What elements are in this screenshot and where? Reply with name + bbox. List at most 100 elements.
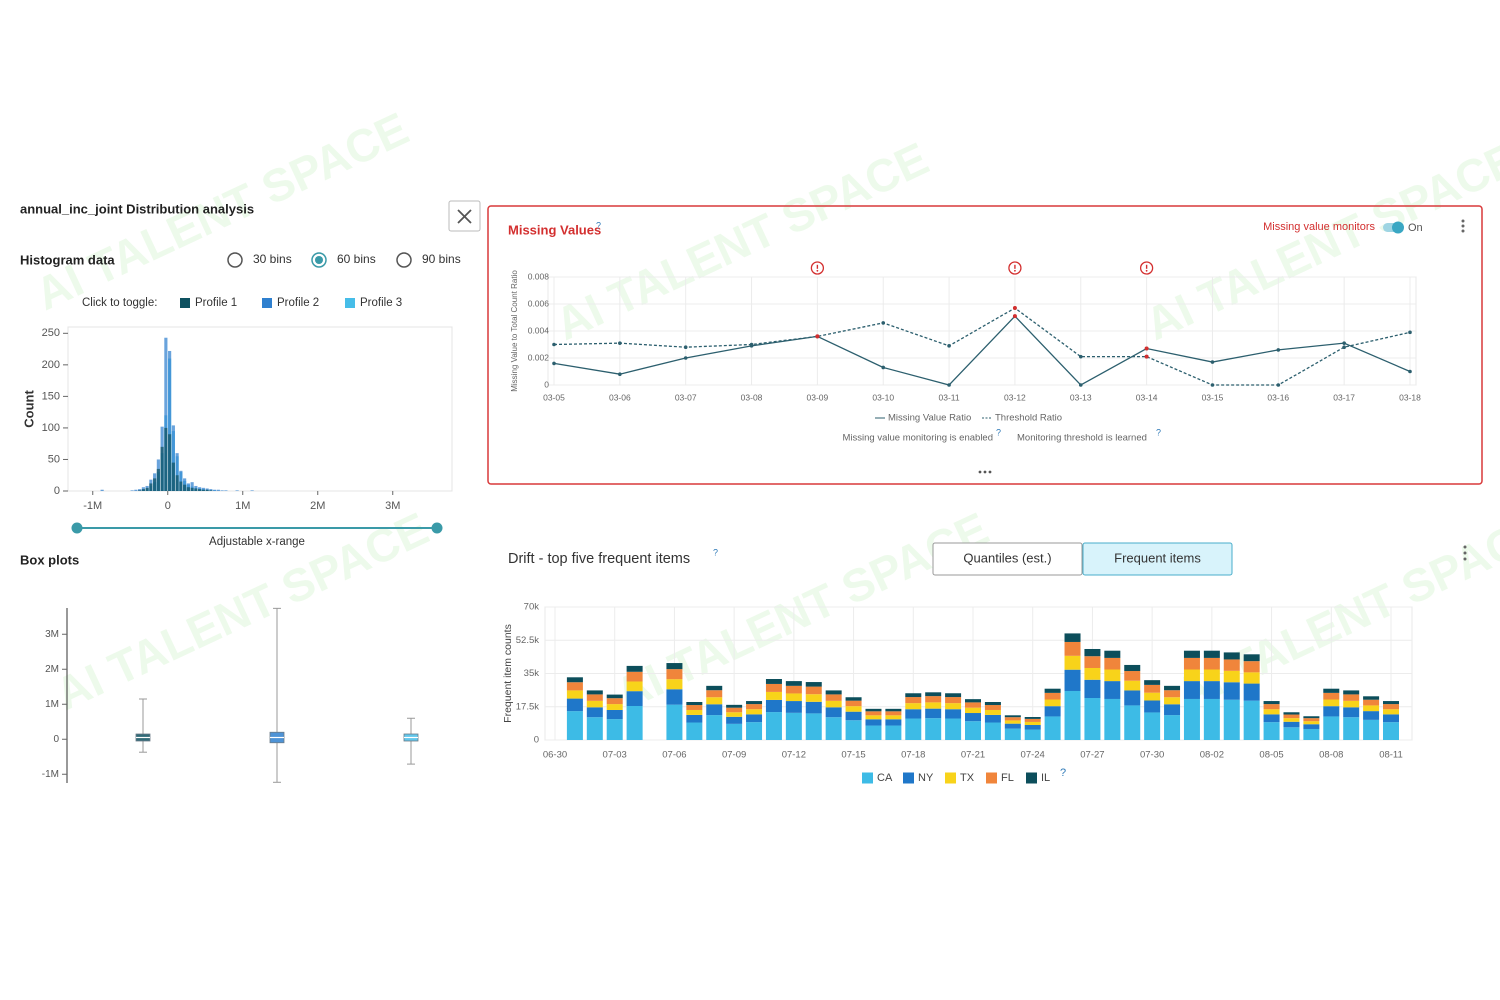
tab-button[interactable] <box>932 542 1083 576</box>
bar-segment <box>1044 692 1061 700</box>
radio-button[interactable] <box>396 252 412 268</box>
bar-segment <box>1084 667 1101 680</box>
menu-dot[interactable] <box>1461 229 1465 233</box>
bar-segment <box>726 707 743 713</box>
bar-segment <box>1004 723 1021 729</box>
bar-segment <box>746 709 763 715</box>
legend-label[interactable]: FL <box>1001 772 1014 784</box>
range-handle[interactable] <box>71 522 83 534</box>
legend-label[interactable]: Profile 3 <box>360 297 402 309</box>
legend-label[interactable]: IL <box>1041 772 1050 784</box>
y-tick-label: 0 <box>54 485 60 497</box>
help-icon[interactable]: ? <box>996 427 1001 437</box>
bar-segment <box>1383 722 1399 740</box>
expand-dot[interactable] <box>978 470 982 474</box>
x-tick-label: 03-12 <box>1004 392 1026 402</box>
bar-segment <box>1084 656 1101 668</box>
tab-label[interactable]: Quantiles (est.) <box>963 550 1051 565</box>
bar-segment <box>666 679 683 690</box>
bar-segment <box>1044 706 1061 717</box>
y-tick-label: 70k <box>524 602 540 613</box>
radio-label[interactable]: 30 bins <box>253 252 292 266</box>
bar-segment <box>1183 681 1200 699</box>
expand-dot[interactable] <box>988 470 992 474</box>
bar-segment <box>706 685 723 691</box>
y-tick-label: 150 <box>42 390 60 402</box>
legend-label[interactable]: NY <box>918 772 934 784</box>
radio-dot[interactable] <box>315 256 323 264</box>
x-tick-label: 07-30 <box>1140 750 1164 761</box>
bar-segment <box>1144 692 1161 701</box>
histogram-bar <box>220 490 224 491</box>
menu-dot[interactable] <box>1463 551 1467 555</box>
histogram-bar <box>164 337 168 491</box>
line-point <box>1342 345 1346 350</box>
bar-segment <box>805 701 822 714</box>
menu-dot[interactable] <box>1461 219 1465 223</box>
legend-label[interactable]: TX <box>960 772 975 784</box>
x-tick-label: 03-05 <box>543 392 565 402</box>
bar-segment <box>1024 718 1041 722</box>
x-tick-label: 03-09 <box>807 392 829 402</box>
bar-segment <box>1303 716 1320 719</box>
legend-swatch[interactable] <box>903 772 914 784</box>
x-tick-label: 07-21 <box>961 750 985 761</box>
menu-dot[interactable] <box>1463 557 1467 561</box>
tab-button[interactable] <box>1082 542 1233 576</box>
x-tick-label: 06-30 <box>543 750 567 761</box>
legend-swatch[interactable] <box>986 772 997 784</box>
help-icon[interactable]: ? <box>1156 427 1161 437</box>
radio-label[interactable]: 90 bins <box>422 252 461 266</box>
radio-button[interactable] <box>227 252 243 268</box>
bar-segment <box>686 714 703 723</box>
bar-segment <box>1183 669 1200 682</box>
x-tick-label: 08-08 <box>1319 750 1343 761</box>
help-icon[interactable]: ? <box>1060 767 1066 779</box>
bar-segment <box>1243 654 1260 662</box>
x-tick-label: 03-17 <box>1333 392 1355 402</box>
legend-swatch[interactable] <box>945 772 956 784</box>
help-icon[interactable]: ? <box>713 547 718 557</box>
bar-segment <box>885 715 902 720</box>
legend-label[interactable]: Profile 2 <box>277 297 319 309</box>
legend-swatch[interactable] <box>862 772 873 784</box>
x-tick-label: 03-06 <box>609 392 631 402</box>
bar-segment <box>1383 701 1399 705</box>
legend-label[interactable]: CA <box>877 772 893 784</box>
close-button[interactable] <box>448 200 481 232</box>
bar-segment <box>1343 707 1360 718</box>
legend-swatch[interactable] <box>180 298 190 308</box>
bar-segment <box>1164 690 1181 698</box>
anomaly-point <box>815 334 820 339</box>
help-icon[interactable]: ? <box>596 220 601 230</box>
x-tick-label: 0 <box>165 500 171 512</box>
bar-segment <box>785 681 802 686</box>
legend-swatch[interactable] <box>345 298 355 308</box>
plot-area <box>67 326 453 492</box>
menu-dot[interactable] <box>1463 545 1467 549</box>
range-handle[interactable] <box>431 522 443 534</box>
bar-segment <box>1183 698 1200 740</box>
close-icon[interactable] <box>457 209 472 224</box>
line-point <box>683 345 688 350</box>
x-tick-label: 07-15 <box>841 750 865 761</box>
line-point <box>1276 383 1281 387</box>
bar-segment <box>1363 705 1380 712</box>
x-tick-label: 08-02 <box>1200 750 1224 761</box>
legend-label[interactable]: Profile 1 <box>195 297 237 309</box>
histogram-bar <box>134 489 138 491</box>
legend-swatch[interactable] <box>262 298 272 308</box>
menu-dot[interactable] <box>1461 224 1465 228</box>
radio-label[interactable]: 60 bins <box>337 252 376 266</box>
line-point <box>1210 383 1215 387</box>
x-tick-label: 03-11 <box>939 392 960 402</box>
histogram-bar <box>209 489 213 491</box>
bar-segment <box>965 713 981 722</box>
toggle-knob[interactable] <box>1392 221 1404 234</box>
tab-label[interactable]: Frequent items <box>1114 550 1201 565</box>
legend-swatch[interactable] <box>1026 772 1037 784</box>
expand-dot[interactable] <box>983 470 987 474</box>
monitor-note: Monitoring threshold is learned <box>1017 433 1147 444</box>
bar-segment <box>666 663 683 670</box>
bar-segment <box>1283 721 1300 728</box>
